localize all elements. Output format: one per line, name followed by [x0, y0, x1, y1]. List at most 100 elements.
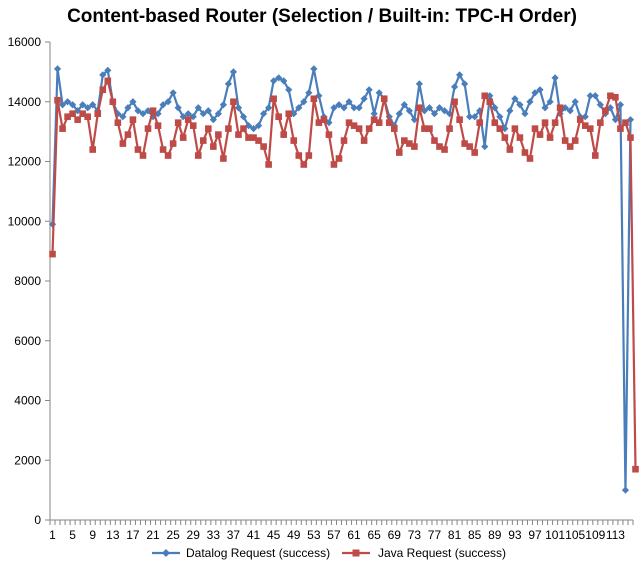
data-point — [169, 89, 177, 97]
data-point — [511, 125, 519, 132]
x-tick-label: 53 — [307, 528, 321, 542]
data-point — [436, 143, 443, 150]
data-point — [581, 122, 589, 129]
data-point — [450, 83, 459, 91]
data-point — [375, 119, 383, 126]
data-point — [561, 104, 569, 112]
data-point — [521, 110, 529, 118]
data-point — [556, 104, 564, 112]
data-point — [315, 119, 323, 126]
data-point — [79, 101, 87, 109]
x-tick-label: 5 — [69, 528, 76, 542]
data-point — [280, 131, 288, 138]
data-point — [511, 95, 519, 103]
data-point — [235, 131, 242, 138]
data-point — [164, 98, 172, 106]
data-point — [461, 140, 468, 147]
x-tick-label: 25 — [166, 528, 180, 542]
data-point — [275, 74, 283, 82]
data-point — [189, 122, 197, 129]
x-tick-label: 37 — [227, 528, 241, 542]
data-point — [224, 80, 233, 88]
data-point — [421, 125, 428, 132]
data-point — [430, 110, 439, 118]
data-point — [159, 101, 167, 109]
data-point — [89, 101, 97, 109]
data-point — [53, 65, 62, 73]
x-tick-label: 65 — [367, 528, 381, 542]
data-point — [205, 125, 212, 132]
data-point — [209, 116, 217, 124]
data-point — [496, 125, 504, 132]
x-tick-label: 109 — [585, 528, 605, 542]
data-point — [531, 125, 539, 132]
data-point — [229, 68, 238, 76]
data-point — [612, 93, 619, 101]
data-point — [184, 116, 192, 123]
data-point — [310, 95, 318, 103]
data-point — [149, 107, 157, 115]
legend-label: Java Request (success) — [378, 546, 506, 560]
data-point — [330, 161, 338, 168]
data-point — [109, 98, 117, 106]
data-point — [194, 152, 202, 159]
data-point — [621, 486, 630, 494]
data-point — [360, 137, 368, 144]
data-point — [249, 125, 258, 133]
data-point — [551, 119, 559, 126]
data-point — [330, 104, 338, 112]
data-point — [536, 86, 544, 94]
data-point — [204, 107, 212, 115]
y-tick-label: 12000 — [8, 155, 42, 169]
data-point — [506, 107, 514, 115]
data-point — [305, 152, 313, 159]
data-point — [79, 110, 86, 117]
series-layer — [48, 65, 639, 494]
data-point — [129, 116, 137, 123]
data-point — [219, 101, 227, 109]
data-point — [521, 149, 529, 156]
x-tick-label: 17 — [126, 528, 140, 542]
data-point — [210, 143, 217, 150]
data-point — [114, 119, 122, 126]
data-point — [215, 131, 222, 138]
data-point — [405, 107, 413, 115]
data-point — [250, 134, 257, 141]
data-point — [199, 137, 207, 144]
data-point — [104, 66, 112, 74]
data-point — [607, 92, 614, 100]
data-point — [159, 146, 167, 153]
data-point — [260, 143, 267, 150]
data-point — [239, 113, 248, 121]
data-point — [63, 98, 72, 106]
data-point — [456, 71, 464, 79]
data-point — [59, 125, 66, 132]
chart-title: Content-based Router (Selection / Built-… — [67, 6, 577, 27]
data-point — [541, 119, 549, 126]
data-point — [395, 110, 403, 118]
data-point — [526, 155, 534, 162]
data-point — [416, 104, 423, 112]
data-point — [69, 101, 77, 109]
data-point — [431, 137, 438, 144]
data-point — [496, 113, 504, 121]
x-tick-label: 13 — [106, 528, 120, 542]
data-point — [265, 161, 272, 168]
y-tick-label: 14000 — [8, 95, 42, 109]
data-point — [255, 137, 262, 144]
data-point — [466, 113, 474, 121]
data-point — [189, 113, 197, 121]
data-point — [124, 104, 132, 112]
data-point — [571, 137, 579, 144]
data-point — [99, 71, 107, 79]
data-point — [300, 161, 308, 168]
data-point — [586, 92, 594, 100]
data-point — [300, 98, 308, 106]
x-tick-label: 73 — [408, 528, 422, 542]
y-tick-label: 16000 — [8, 35, 42, 49]
data-point — [581, 113, 589, 121]
data-point — [174, 119, 182, 126]
x-tick-label: 85 — [468, 528, 482, 542]
data-point — [546, 134, 554, 141]
